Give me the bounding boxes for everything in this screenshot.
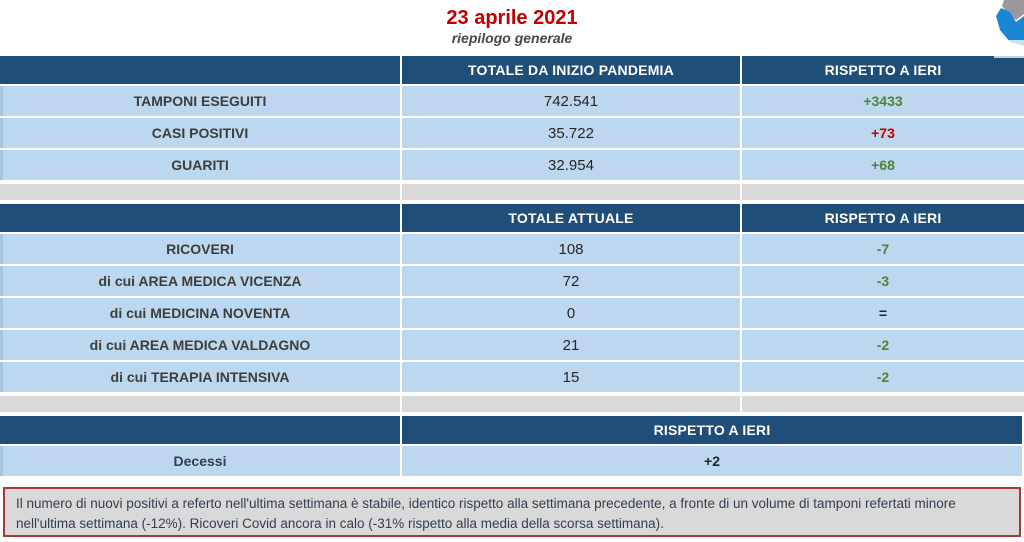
row-delta: -2 [742, 330, 1024, 360]
row-label: TAMPONI ESEGUITI [0, 86, 400, 116]
row-delta: -2 [742, 362, 1024, 392]
row-value: 21 [402, 330, 740, 360]
header-total-pandemic: TOTALE DA INIZIO PANDEMIA [402, 56, 740, 84]
row-delta: -3 [742, 266, 1024, 296]
row-delta: +68 [742, 150, 1024, 180]
row-label: di cui AREA MEDICA VICENZA [0, 266, 400, 296]
row-delta: +3433 [742, 86, 1024, 116]
row-value: 108 [402, 234, 740, 264]
header-vs-yesterday: RISPETTO A IERI [742, 204, 1024, 232]
row-label: RICOVERI [0, 234, 400, 264]
row-label: Decessi [0, 446, 400, 476]
row-label: di cui MEDICINA NOVENTA [0, 298, 400, 328]
summary-table: TOTALE DA INIZIO PANDEMIA RISPETTO A IER… [0, 56, 1024, 180]
row-value: 742.541 [402, 86, 740, 116]
row-value: 32.954 [402, 150, 740, 180]
header-empty-cell [0, 56, 400, 84]
row-delta: -7 [742, 234, 1024, 264]
header-vs-yesterday: RISPETTO A IERI [742, 56, 1024, 84]
header-vs-yesterday: RISPETTO A IERI [402, 416, 1022, 444]
report-date: 23 aprile 2021 [446, 7, 578, 29]
row-label: GUARITI [0, 150, 400, 180]
deaths-table: RISPETTO A IERI Decessi +2 [0, 416, 1024, 476]
gray-spacer [0, 396, 1024, 412]
row-delta: +2 [402, 446, 1022, 476]
header-empty-cell [0, 416, 400, 444]
weekly-summary-note: Il numero di nuovi positivi a referto ne… [3, 487, 1021, 537]
gray-spacer [0, 184, 1024, 200]
report-subtitle: riepilogo generale [451, 30, 573, 46]
row-label: di cui TERAPIA INTENSIVA [0, 362, 400, 392]
report-header: 23 aprile 2021 riepilogo generale [0, 0, 1024, 47]
row-label: di cui AREA MEDICA VALDAGNO [0, 330, 400, 360]
header-total-current: TOTALE ATTUALE [402, 204, 740, 232]
header-empty-cell [0, 204, 400, 232]
row-value: 15 [402, 362, 740, 392]
row-value: 72 [402, 266, 740, 296]
row-value: 0 [402, 298, 740, 328]
current-table: TOTALE ATTUALE RISPETTO A IERI RICOVERI … [0, 204, 1024, 392]
row-value: 35.722 [402, 118, 740, 148]
row-label: CASI POSITIVI [0, 118, 400, 148]
row-delta: +73 [742, 118, 1024, 148]
row-delta: = [742, 298, 1024, 328]
